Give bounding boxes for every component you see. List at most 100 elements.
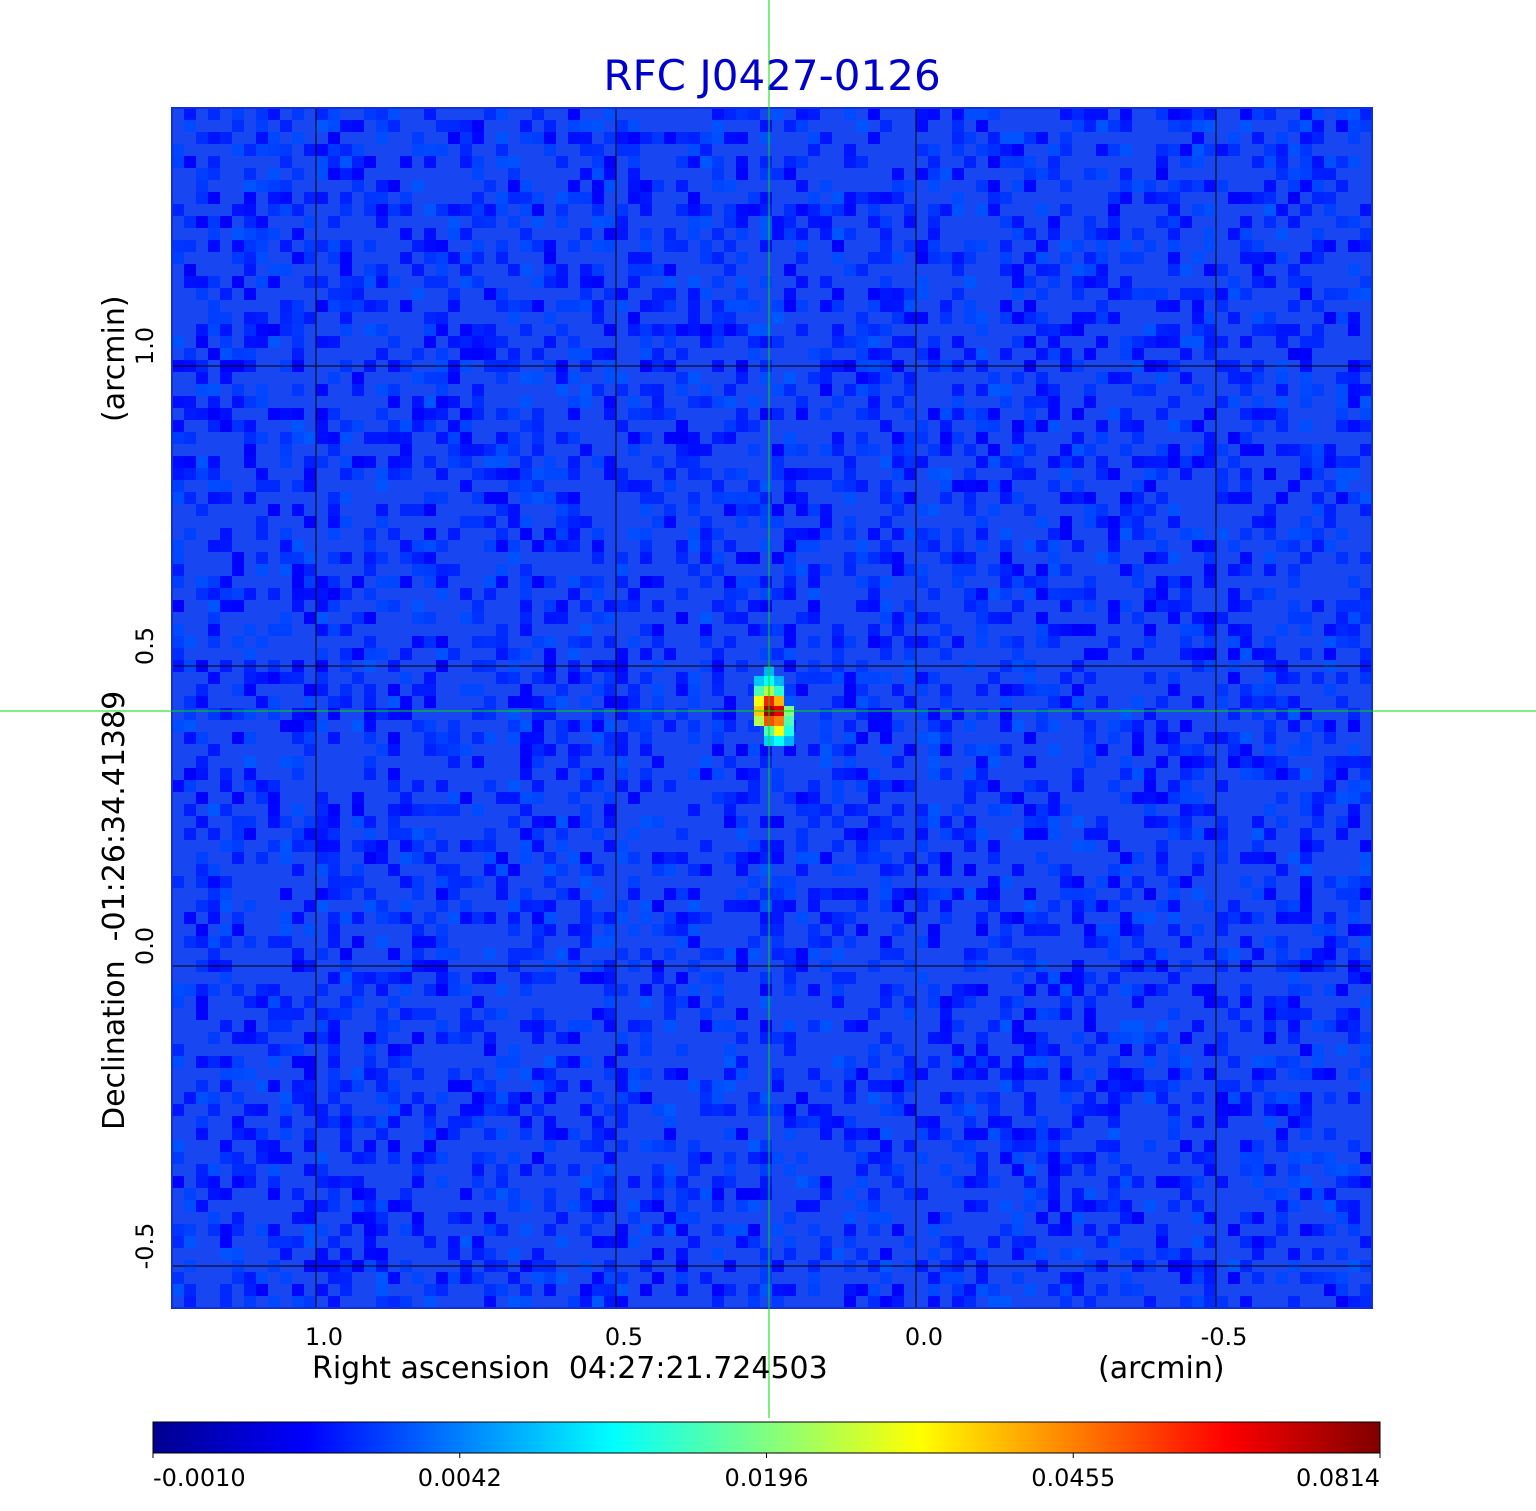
noise-pixel	[1204, 636, 1216, 648]
noise-pixel	[700, 540, 712, 552]
noise-pixel	[1204, 996, 1216, 1008]
noise-pixel	[940, 204, 952, 216]
noise-pixel	[268, 624, 280, 636]
noise-pixel	[472, 996, 484, 1008]
noise-pixel	[1000, 720, 1012, 732]
noise-pixel	[1096, 984, 1108, 996]
noise-pixel	[796, 492, 808, 504]
noise-pixel	[808, 348, 820, 360]
noise-pixel	[796, 1152, 808, 1164]
noise-pixel	[616, 120, 628, 132]
noise-pixel	[688, 900, 700, 912]
noise-pixel	[232, 1248, 244, 1260]
noise-pixel	[1012, 1224, 1024, 1236]
noise-pixel	[1180, 336, 1192, 348]
noise-pixel	[580, 924, 592, 936]
noise-pixel	[340, 156, 352, 168]
noise-pixel	[232, 1272, 244, 1284]
noise-pixel	[292, 828, 304, 840]
noise-pixel	[424, 108, 436, 120]
noise-pixel	[1060, 696, 1072, 708]
noise-pixel	[880, 732, 892, 744]
noise-pixel	[712, 1176, 724, 1188]
noise-pixel	[940, 768, 952, 780]
noise-pixel	[556, 888, 568, 900]
noise-pixel	[1036, 1128, 1048, 1140]
noise-pixel	[340, 432, 352, 444]
noise-pixel	[1144, 552, 1156, 564]
noise-pixel	[616, 144, 628, 156]
noise-pixel	[340, 1116, 352, 1128]
noise-pixel	[184, 708, 196, 720]
noise-pixel	[244, 336, 256, 348]
noise-pixel	[424, 1008, 436, 1020]
noise-pixel	[292, 708, 304, 720]
noise-pixel	[928, 1056, 940, 1068]
noise-pixel	[472, 708, 484, 720]
noise-pixel	[1096, 228, 1108, 240]
crosshair	[0, 0, 1536, 1418]
noise-pixel	[1336, 612, 1348, 624]
noise-pixel	[1036, 1068, 1048, 1080]
noise-pixel	[1084, 396, 1096, 408]
noise-pixel	[268, 228, 280, 240]
noise-pixel	[352, 1116, 364, 1128]
noise-pixel	[400, 804, 412, 816]
noise-pixel	[928, 1116, 940, 1128]
noise-pixel	[448, 528, 460, 540]
noise-pixel	[736, 1008, 748, 1020]
noise-pixel	[1144, 1092, 1156, 1104]
noise-pixel	[868, 1092, 880, 1104]
noise-pixel	[868, 300, 880, 312]
noise-pixel	[1336, 1164, 1348, 1176]
noise-pixel	[1048, 972, 1060, 984]
noise-pixel	[916, 504, 928, 516]
noise-pixel	[784, 216, 796, 228]
noise-pixel	[184, 936, 196, 948]
noise-pixel	[844, 1188, 856, 1200]
noise-pixel	[256, 528, 268, 540]
noise-pixel	[628, 828, 640, 840]
noise-pixel	[1264, 1056, 1276, 1068]
noise-pixel	[436, 204, 448, 216]
noise-pixel	[760, 504, 772, 516]
noise-pixel	[352, 672, 364, 684]
noise-pixel	[724, 1224, 736, 1236]
noise-pixel	[1108, 120, 1120, 132]
noise-pixel	[544, 1272, 556, 1284]
noise-pixel	[1240, 552, 1252, 564]
noise-pixel	[1168, 1200, 1180, 1212]
noise-pixel	[760, 1164, 772, 1176]
noise-pixel	[196, 1200, 208, 1212]
noise-pixel	[1060, 564, 1072, 576]
noise-pixel	[820, 228, 832, 240]
noise-pixel	[436, 348, 448, 360]
noise-pixel	[1300, 528, 1312, 540]
noise-pixel	[1264, 1116, 1276, 1128]
noise-pixel	[1264, 216, 1276, 228]
noise-pixel	[964, 888, 976, 900]
noise-pixel	[892, 1080, 904, 1092]
noise-pixel	[1336, 756, 1348, 768]
noise-pixel	[892, 528, 904, 540]
noise-pixel	[856, 1176, 868, 1188]
noise-pixel	[628, 132, 640, 144]
noise-pixel	[1348, 372, 1360, 384]
noise-pixel	[172, 240, 184, 252]
noise-pixel	[1336, 888, 1348, 900]
noise-pixel	[1204, 1272, 1216, 1284]
noise-pixel	[748, 444, 760, 456]
noise-pixel	[184, 696, 196, 708]
noise-pixel	[1120, 1068, 1132, 1080]
noise-pixel	[1012, 1080, 1024, 1092]
noise-pixel	[520, 132, 532, 144]
noise-pixel	[328, 972, 340, 984]
noise-pixel	[1276, 324, 1288, 336]
noise-pixel	[364, 276, 376, 288]
noise-pixel	[904, 288, 916, 300]
noise-pixel	[1264, 636, 1276, 648]
noise-pixel	[688, 144, 700, 156]
noise-pixel	[1096, 372, 1108, 384]
noise-pixel	[1012, 132, 1024, 144]
noise-pixel	[196, 276, 208, 288]
